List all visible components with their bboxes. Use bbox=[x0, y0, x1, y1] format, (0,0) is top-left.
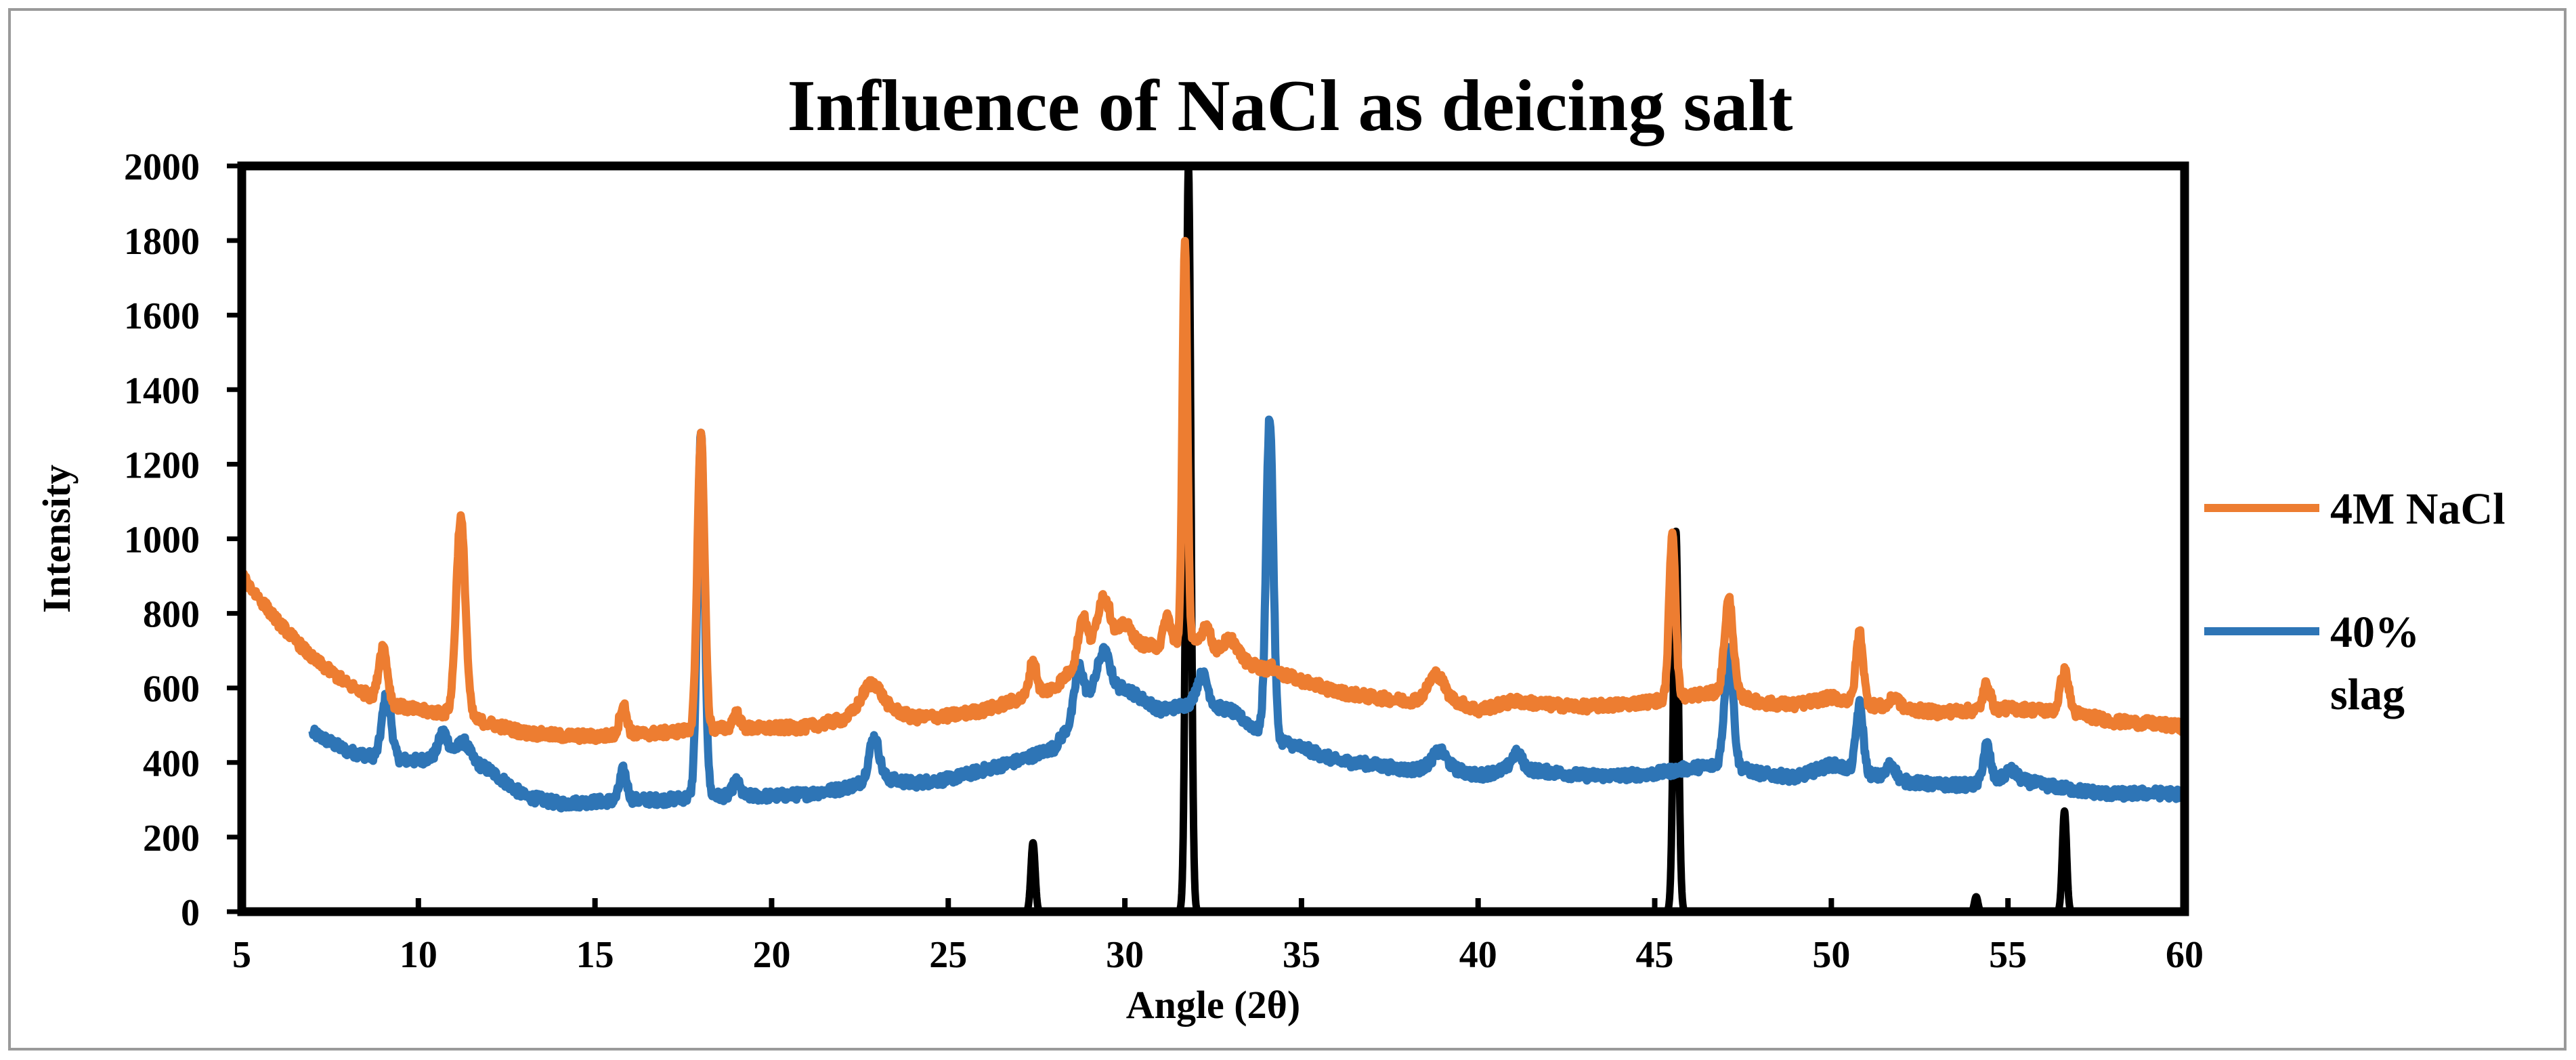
legend-label: 40% bbox=[2330, 608, 2420, 657]
x-tick-label: 5 bbox=[232, 934, 251, 976]
y-tick-label: 1200 bbox=[124, 444, 200, 486]
y-tick-label: 1400 bbox=[124, 370, 200, 412]
x-tick-label: 60 bbox=[2166, 934, 2204, 976]
legend-item-4m-nacl: 4M NaCl bbox=[2204, 484, 2505, 534]
legend-label: slag bbox=[2330, 670, 2405, 719]
y-axis-ticks: 0 200 400 600 800 1000 1200 1400 1600 1800 2000 bbox=[124, 146, 242, 934]
y-tick-label: 2000 bbox=[124, 146, 200, 188]
y-tick-label: 600 bbox=[143, 669, 200, 711]
y-axis-title: Intensity bbox=[35, 465, 79, 613]
x-axis-ticks: 5 10 15 20 25 30 35 40 45 50 55 60 bbox=[232, 898, 2204, 976]
x-tick-label: 30 bbox=[1106, 934, 1144, 976]
chart-frame bbox=[8, 8, 2567, 1051]
x-tick-label: 35 bbox=[1283, 934, 1321, 976]
y-tick-label: 200 bbox=[143, 818, 200, 860]
x-tick-label: 20 bbox=[752, 934, 790, 976]
y-tick-label: 0 bbox=[181, 892, 200, 934]
chart-title: Influence of NaCl as deicing salt bbox=[788, 66, 1793, 146]
x-tick-label: 40 bbox=[1459, 934, 1497, 976]
series-layer bbox=[238, 162, 2189, 916]
plot-area-border bbox=[237, 161, 2189, 916]
x-tick-label: 10 bbox=[400, 934, 437, 976]
x-tick-label: 15 bbox=[576, 934, 614, 976]
series-line-40-slag bbox=[308, 415, 2189, 813]
y-tick-label: 1000 bbox=[124, 520, 200, 561]
x-axis-title: Angle (2θ) bbox=[1126, 983, 1300, 1027]
legend-item-40-slag: 40% slag bbox=[2204, 608, 2420, 719]
x-tick-label: 25 bbox=[929, 934, 967, 976]
series-line-4m-nacl bbox=[238, 236, 2189, 745]
x-tick-label: 50 bbox=[1812, 934, 1850, 976]
x-tick-label: 45 bbox=[1636, 934, 1674, 976]
y-tick-label: 1600 bbox=[124, 295, 200, 337]
y-tick-label: 1800 bbox=[124, 221, 200, 263]
legend-label: 4M NaCl bbox=[2330, 484, 2505, 534]
legend: 4M NaCl 40% slag bbox=[2204, 484, 2505, 719]
x-tick-label: 55 bbox=[1989, 934, 2027, 976]
y-tick-label: 400 bbox=[143, 743, 200, 785]
y-tick-label: 800 bbox=[143, 594, 200, 636]
